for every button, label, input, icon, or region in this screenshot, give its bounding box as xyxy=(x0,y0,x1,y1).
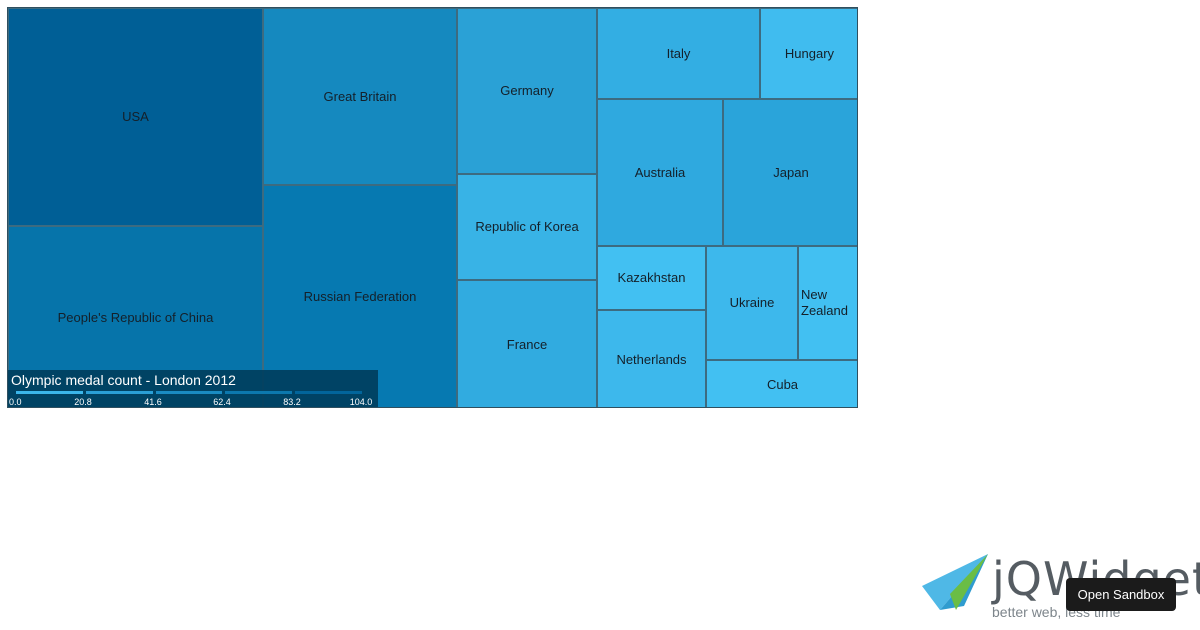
legend-tick-label: 62.4 xyxy=(213,397,231,407)
jqwidgets-logo-icon xyxy=(922,554,988,610)
open-sandbox-button[interactable]: Open Sandbox xyxy=(1066,578,1176,611)
legend-color-segment xyxy=(16,391,83,394)
tile-label: People's Republic of China xyxy=(57,309,214,325)
legend-color-segment xyxy=(295,391,362,394)
tile-label: Ukraine xyxy=(729,295,775,310)
treemap-tile-hungary[interactable]: Hungary xyxy=(760,8,857,99)
legend-color-segment xyxy=(155,391,223,394)
treemap-chart: USA People's Republic of China Great Brita… xyxy=(7,7,858,408)
legend: Olympic medal count - London 2012 0.0 20.… xyxy=(8,370,378,407)
tile-label: Kazakhstan xyxy=(617,270,686,285)
treemap-tile-france[interactable]: France xyxy=(457,280,597,407)
tile-label: New Zealand xyxy=(801,287,848,318)
treemap-tile-japan[interactable]: Japan xyxy=(723,99,857,246)
legend-tick-label: 20.8 xyxy=(74,397,92,407)
legend-tick-label: 41.6 xyxy=(144,397,162,407)
treemap-tile-italy[interactable]: Italy xyxy=(597,8,760,99)
treemap-tile-usa[interactable]: USA xyxy=(8,8,263,226)
treemap-tile-kazakhstan[interactable]: Kazakhstan xyxy=(597,246,706,310)
tile-label: Italy xyxy=(666,45,691,61)
treemap-tile-germany[interactable]: Germany xyxy=(457,8,597,174)
tile-label: Netherlands xyxy=(616,351,687,367)
legend-tick-label: 83.2 xyxy=(283,397,301,407)
tile-label: Great Britain xyxy=(323,88,397,104)
legend-color-segment xyxy=(85,391,153,394)
tile-label: USA xyxy=(122,109,149,124)
treemap-tile-cuba[interactable]: Cuba xyxy=(706,360,857,407)
treemap-tile-new-zealand[interactable]: New Zealand xyxy=(798,246,857,360)
treemap-tile-republic-of-korea[interactable]: Republic of Korea xyxy=(457,174,597,280)
legend-title: Olympic medal count - London 2012 xyxy=(11,372,236,388)
treemap-tile-ukraine[interactable]: Ukraine xyxy=(706,246,798,360)
jqwidgets-promo: jQWidgets better web, less time Open San… xyxy=(918,548,1200,630)
treemap-tile-great-britain[interactable]: Great Britain xyxy=(263,8,457,185)
tile-label: Cuba xyxy=(766,376,799,392)
brand-prefix: jQ xyxy=(992,552,1043,606)
tile-label: Japan xyxy=(773,164,809,180)
tile-label: France xyxy=(506,336,548,352)
tile-label: Republic of Korea xyxy=(475,219,579,234)
legend-color-bar xyxy=(16,391,362,394)
tile-label: Germany xyxy=(500,83,554,98)
treemap-tile-australia[interactable]: Australia xyxy=(597,99,723,246)
tile-label: Australia xyxy=(634,164,686,180)
treemap-tile-netherlands[interactable]: Netherlands xyxy=(597,310,706,407)
legend-tick-label: 0.0 xyxy=(9,397,22,407)
tile-label: Hungary xyxy=(784,45,835,61)
legend-color-segment xyxy=(225,391,293,394)
tile-label: Russian Federation xyxy=(303,289,417,304)
legend-tick-label: 104.0 xyxy=(349,397,373,407)
